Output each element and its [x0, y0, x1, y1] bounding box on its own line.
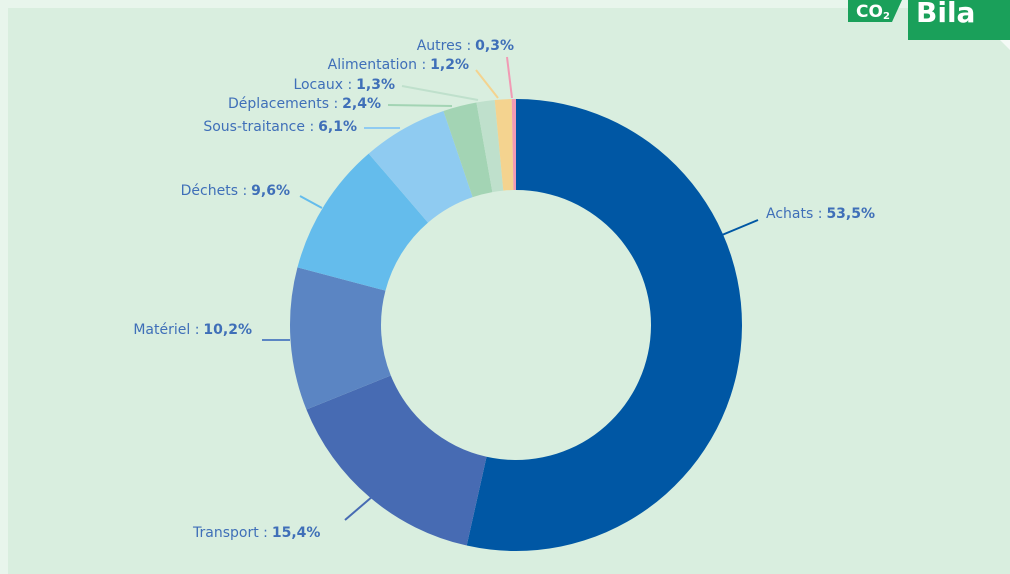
value-label: 53,5%: [826, 206, 875, 222]
slice-label: Achats :53,5%: [766, 206, 875, 222]
logo-text: Bila: [916, 0, 975, 29]
logo-co2: CO2: [856, 2, 890, 22]
slice-label: Locaux :1,3%: [293, 77, 395, 93]
donut-slice: [443, 102, 493, 198]
value-label: 15,4%: [272, 525, 321, 541]
logo-sub: 2: [883, 11, 890, 22]
leader-line: [506, 56, 513, 99]
leader-line: [299, 195, 323, 209]
logo-box: [908, 0, 1010, 40]
category-label: Sous-traitance :: [203, 119, 314, 135]
donut-slice: [476, 100, 504, 193]
value-label: 6,1%: [318, 119, 357, 135]
value-label: 9,6%: [251, 183, 290, 199]
donut-slice: [290, 267, 391, 410]
leader-line: [721, 219, 759, 236]
leader-line: [387, 104, 453, 107]
leader-line: [401, 85, 479, 101]
category-label: Déplacements :: [228, 96, 338, 112]
donut-slice: [494, 99, 514, 191]
value-label: 1,2%: [430, 57, 469, 73]
slice-label: Matériel :10,2%: [133, 322, 252, 338]
slice-label: Alimentation :1,2%: [328, 57, 469, 73]
donut-slice: [306, 375, 487, 546]
category-label: Alimentation :: [328, 57, 427, 73]
category-label: Locaux :: [293, 77, 352, 93]
value-label: 2,4%: [342, 96, 381, 112]
donut-slice: [297, 153, 429, 291]
donut-slice: [466, 99, 743, 552]
category-label: Transport :: [192, 525, 268, 541]
donut-slice: [511, 99, 516, 191]
leader-line: [475, 69, 499, 99]
logo-co: CO: [856, 2, 883, 22]
slice-label: Transport :15,4%: [192, 525, 320, 541]
category-label: Matériel :: [133, 322, 199, 338]
slice-label: Sous-traitance :6,1%: [203, 119, 357, 135]
category-label: Autres :: [417, 38, 471, 54]
slice-label: Déplacements :2,4%: [228, 96, 381, 112]
donut-slice: [368, 110, 473, 223]
category-label: Achats :: [766, 206, 822, 222]
leader-line: [344, 489, 381, 521]
slice-label: Autres :0,3%: [417, 38, 514, 54]
slice-label: Déchets :9,6%: [181, 183, 290, 199]
value-label: 10,2%: [203, 322, 252, 338]
value-label: 1,3%: [356, 77, 395, 93]
category-label: Déchets :: [181, 183, 248, 199]
donut: Achats :53,5%Transport :15,4%Matériel :1…: [133, 38, 875, 552]
logo-badge: [848, 0, 902, 22]
value-label: 0,3%: [475, 38, 514, 54]
